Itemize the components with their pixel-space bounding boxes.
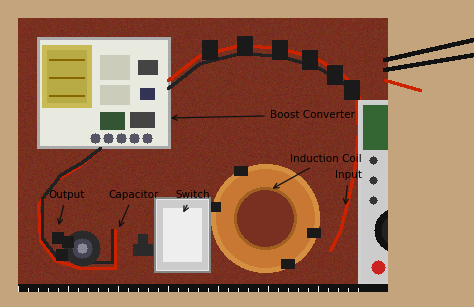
- Text: Boost Converter: Boost Converter: [172, 110, 355, 120]
- Text: Output: Output: [48, 190, 84, 224]
- Text: Induction Coil: Induction Coil: [273, 154, 362, 188]
- Text: Switch: Switch: [175, 190, 210, 211]
- Text: Input: Input: [335, 170, 362, 204]
- Text: Capacitor: Capacitor: [108, 190, 158, 226]
